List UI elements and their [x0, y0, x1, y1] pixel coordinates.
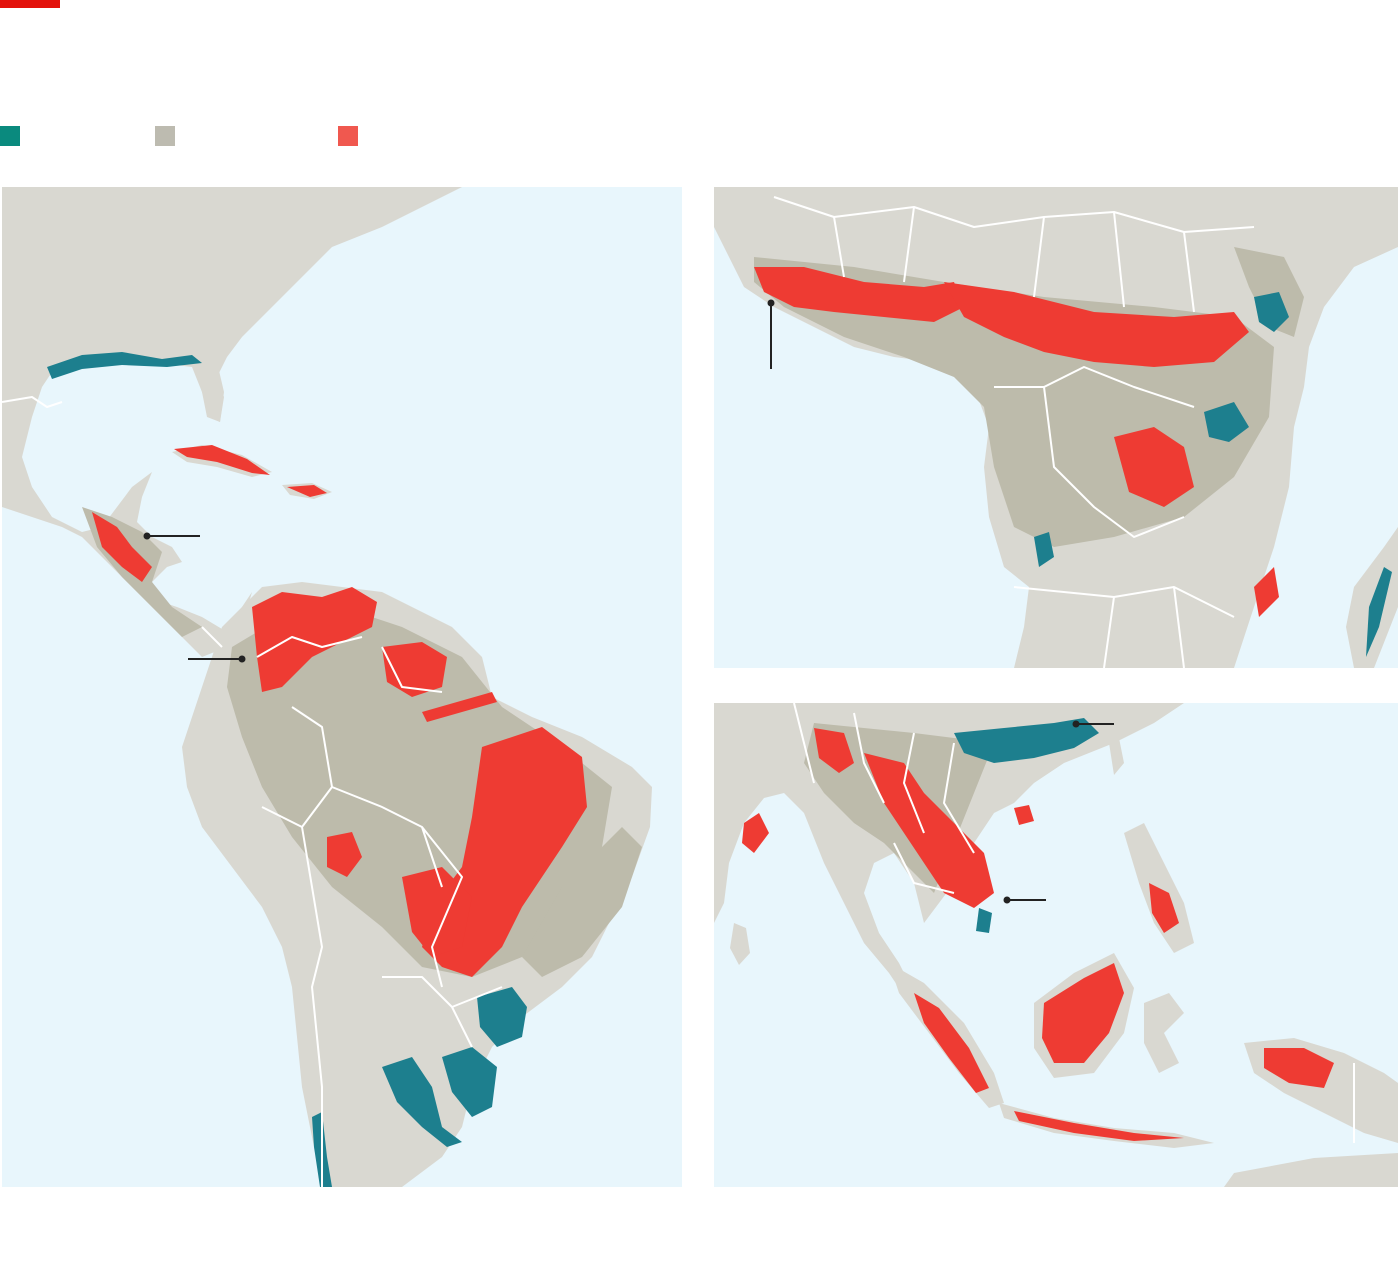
gain-vietnam-south — [976, 908, 992, 933]
loss-hispaniola — [287, 485, 327, 497]
brand-rule — [0, 0, 60, 8]
loss-cuba — [174, 445, 270, 475]
borders-americas — [2, 396, 503, 1187]
loss-west-africa — [754, 267, 964, 322]
americas-map — [2, 187, 652, 1187]
gain-southern-china — [954, 718, 1099, 763]
gain-argentina — [382, 1057, 462, 1147]
madagascar-land — [1346, 527, 1398, 668]
north-america-land — [2, 187, 462, 657]
loss-mozambique-coast — [1254, 567, 1279, 617]
legend-loss-swatch — [338, 126, 358, 146]
gain-east-africa — [1254, 292, 1289, 332]
asia-map — [714, 703, 1398, 1187]
loss-new-guinea — [1264, 1048, 1334, 1088]
legend-gain-swatch — [0, 126, 20, 146]
loss-drc-east — [1114, 427, 1194, 507]
forest-atlantic — [522, 827, 642, 977]
florida-land — [194, 357, 224, 422]
leader-dot-central-america — [143, 532, 151, 540]
borders-africa — [773, 196, 1255, 668]
loss-india-west — [742, 813, 769, 853]
leader-dot-southern-china — [1072, 720, 1080, 728]
map-panel-americas — [2, 187, 682, 1187]
loss-java — [1014, 1111, 1184, 1141]
map-panel-asia — [714, 703, 1398, 1187]
loss-borneo — [1042, 963, 1124, 1063]
taiwan-land — [1109, 738, 1124, 775]
loss-central-america — [92, 512, 152, 582]
loss-chaco — [402, 867, 472, 957]
sulawesi-land — [1144, 993, 1184, 1073]
loss-indochina — [864, 753, 994, 908]
gain-southern-brazil — [477, 987, 527, 1047]
loss-hainan — [1014, 805, 1034, 825]
loss-guianas — [382, 642, 447, 697]
loss-amazon-river — [422, 692, 497, 722]
australia-land — [1224, 1153, 1398, 1187]
gain-lake-victoria — [1204, 402, 1249, 442]
loss-philippines — [1149, 883, 1179, 933]
legend-forest-swatch — [155, 126, 175, 146]
loss-sumatra — [914, 993, 989, 1093]
borders-asia — [793, 703, 1355, 1143]
leader-dot-vietnam — [1003, 896, 1011, 904]
map-panel-africa — [714, 187, 1398, 668]
leader-dot-colombia — [238, 655, 246, 663]
loss-colombia — [252, 587, 377, 692]
africa-map — [714, 187, 1398, 668]
gain-us-gulf — [47, 352, 202, 379]
java-land — [999, 1103, 1214, 1148]
gain-angola-coast — [1034, 532, 1054, 567]
gain-madagascar — [1366, 567, 1392, 657]
loss-bolivia — [327, 832, 362, 877]
loss-sahel-band — [944, 282, 1249, 367]
sri-lanka-land — [730, 923, 750, 965]
gain-uruguay — [442, 1047, 497, 1117]
leader-dot-west-africa — [767, 299, 775, 307]
loss-myanmar — [814, 728, 854, 773]
